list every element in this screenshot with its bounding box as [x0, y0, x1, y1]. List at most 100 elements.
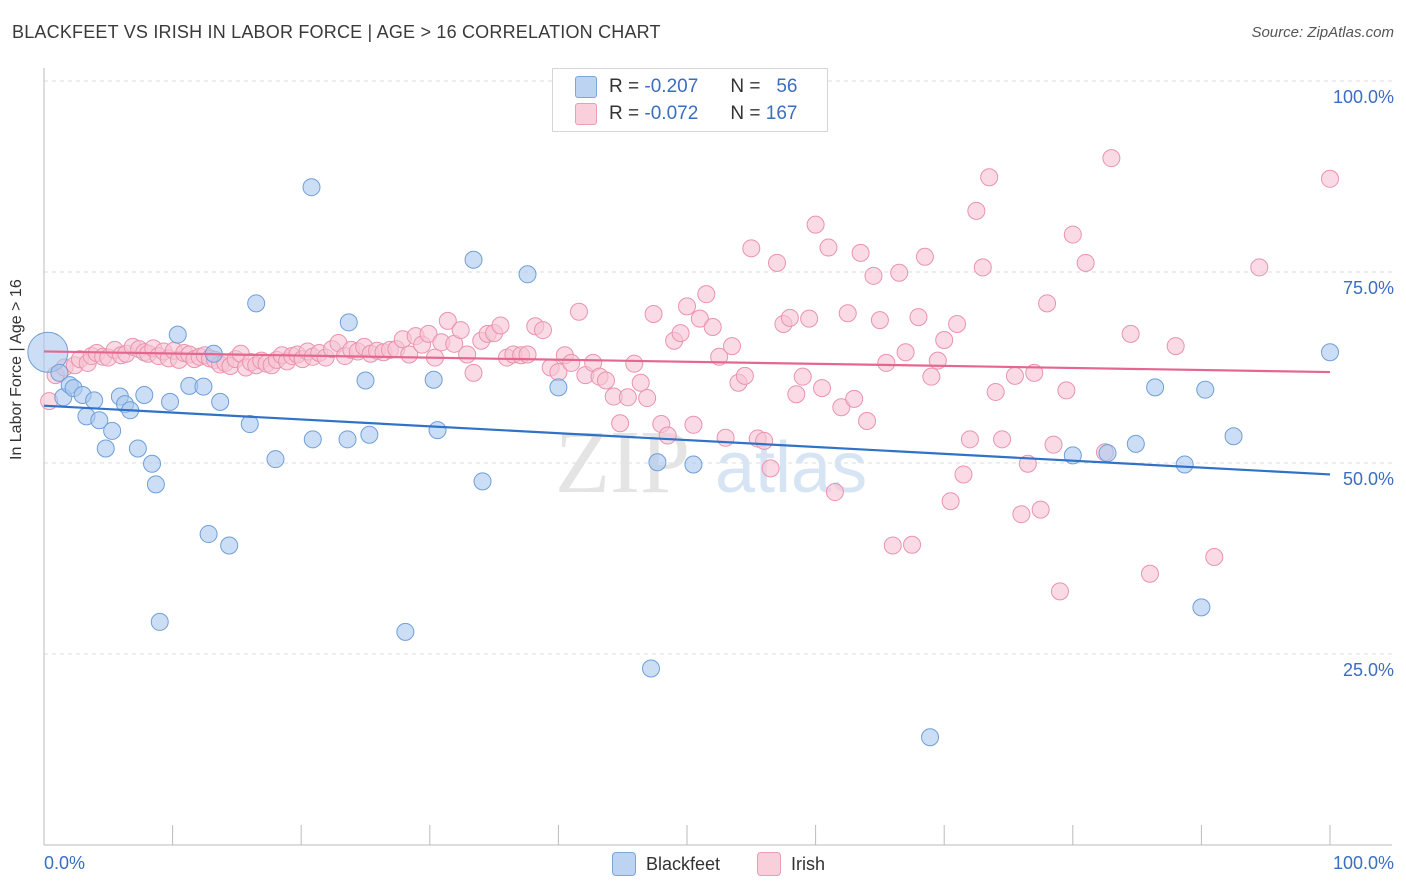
blackfeet-point	[220, 536, 239, 555]
irish-point	[800, 309, 819, 328]
blackfeet-point	[146, 475, 165, 494]
irish-point	[960, 430, 979, 449]
blackfeet-point	[473, 472, 492, 491]
irish-point	[596, 371, 615, 390]
irish-point	[813, 379, 832, 398]
irish-point	[1063, 225, 1082, 244]
irish-point	[909, 308, 928, 327]
irish-point	[1205, 547, 1224, 566]
irish-point	[491, 316, 510, 335]
irish-point	[1250, 258, 1269, 277]
irish-point	[644, 305, 663, 324]
y-tick-25: 25.0%	[1342, 660, 1394, 680]
irish-point	[896, 343, 915, 362]
blackfeet-point	[360, 425, 379, 444]
irish-point	[1140, 564, 1159, 583]
irish-point	[569, 302, 588, 321]
blackfeet-point	[428, 421, 447, 440]
x-tick-min: 0.0%	[44, 853, 86, 873]
blackfeet-point	[648, 453, 667, 472]
irish-point	[780, 308, 799, 327]
legend-blackfeet[interactable]: Blackfeet	[612, 852, 720, 876]
n-label: N =	[730, 76, 761, 97]
irish-point	[716, 428, 735, 447]
x-tick-max: 100.0%	[1332, 853, 1394, 873]
irish-point	[832, 398, 851, 417]
legend-irish[interactable]: Irish	[757, 852, 825, 876]
blackfeet-point	[96, 439, 115, 458]
irish-point	[1166, 337, 1185, 356]
irish-point	[1044, 435, 1063, 454]
irish-trend-line	[43, 350, 1331, 374]
irish-point	[993, 430, 1012, 449]
irish-swatch	[575, 103, 597, 125]
blackfeet-legend-label: Blackfeet	[646, 853, 721, 874]
irish-point	[864, 266, 883, 285]
blackfeet-point	[338, 430, 357, 449]
blackfeet-point	[50, 363, 69, 382]
irish-legend-label: Irish	[791, 853, 826, 874]
irish-point	[464, 363, 483, 382]
blackfeet-point	[302, 178, 321, 197]
irish-point	[838, 304, 857, 323]
irish-point	[438, 311, 457, 330]
irish-point	[986, 382, 1005, 401]
blackfeet-point	[199, 525, 218, 544]
irish-point	[671, 324, 690, 343]
irish-point	[768, 253, 787, 272]
y-axis-label: In Labor Force | Age > 16	[8, 279, 25, 460]
irish-point	[742, 239, 761, 258]
irish-point	[1076, 253, 1095, 272]
blackfeet-swatch	[575, 76, 597, 98]
irish-point	[419, 324, 438, 343]
irish-point	[1321, 169, 1339, 188]
watermark-atlas: atlas	[715, 428, 867, 508]
irish-point	[845, 389, 864, 408]
irish-point	[915, 247, 934, 266]
blackfeet-point	[339, 313, 358, 332]
irish-point	[723, 337, 742, 356]
irish-point	[678, 297, 696, 316]
stats-legend: R = -0.207 N = 56 R = -0.072 N = 167	[552, 68, 828, 132]
irish-point	[793, 367, 812, 386]
irish-point	[1038, 294, 1057, 313]
blackfeet-point	[168, 325, 187, 344]
r-label: R =	[609, 103, 640, 124]
blackfeet-point	[135, 386, 154, 405]
y-tick-75: 75.0%	[1342, 278, 1394, 298]
blackfeet-point	[303, 430, 322, 449]
irish-point	[825, 483, 844, 502]
irish-point	[1050, 582, 1069, 601]
n-label: N =	[730, 103, 761, 124]
irish-series	[40, 149, 1339, 601]
blackfeet-point	[194, 377, 213, 396]
irish-point	[954, 465, 973, 484]
irish-point	[1102, 149, 1121, 168]
blackfeet-point	[90, 411, 109, 430]
r-value-irish: -0.072	[644, 103, 699, 124]
irish-point	[851, 243, 870, 262]
irish-point	[697, 285, 716, 304]
blackfeet-point	[549, 378, 568, 397]
irish-point	[1025, 363, 1044, 382]
blackfeet-point	[1146, 378, 1165, 397]
blackfeet-point	[240, 415, 259, 434]
blackfeet-point	[103, 421, 122, 440]
irish-point	[451, 321, 470, 340]
blackfeet-point	[247, 294, 266, 313]
irish-point	[1121, 324, 1140, 343]
irish-point	[1005, 366, 1024, 385]
irish-point	[684, 415, 703, 434]
blackfeet-point	[1224, 427, 1243, 446]
blackfeet-point	[128, 439, 147, 458]
blackfeet-point	[161, 392, 180, 411]
blackfeet-legend-swatch	[612, 852, 636, 876]
irish-point	[1012, 505, 1031, 524]
irish-point	[877, 353, 896, 372]
irish-point	[980, 168, 999, 187]
n-value-irish: 167	[765, 103, 798, 124]
irish-point	[967, 201, 986, 220]
blackfeet-trend-line	[43, 404, 1331, 476]
irish-point	[631, 373, 650, 392]
